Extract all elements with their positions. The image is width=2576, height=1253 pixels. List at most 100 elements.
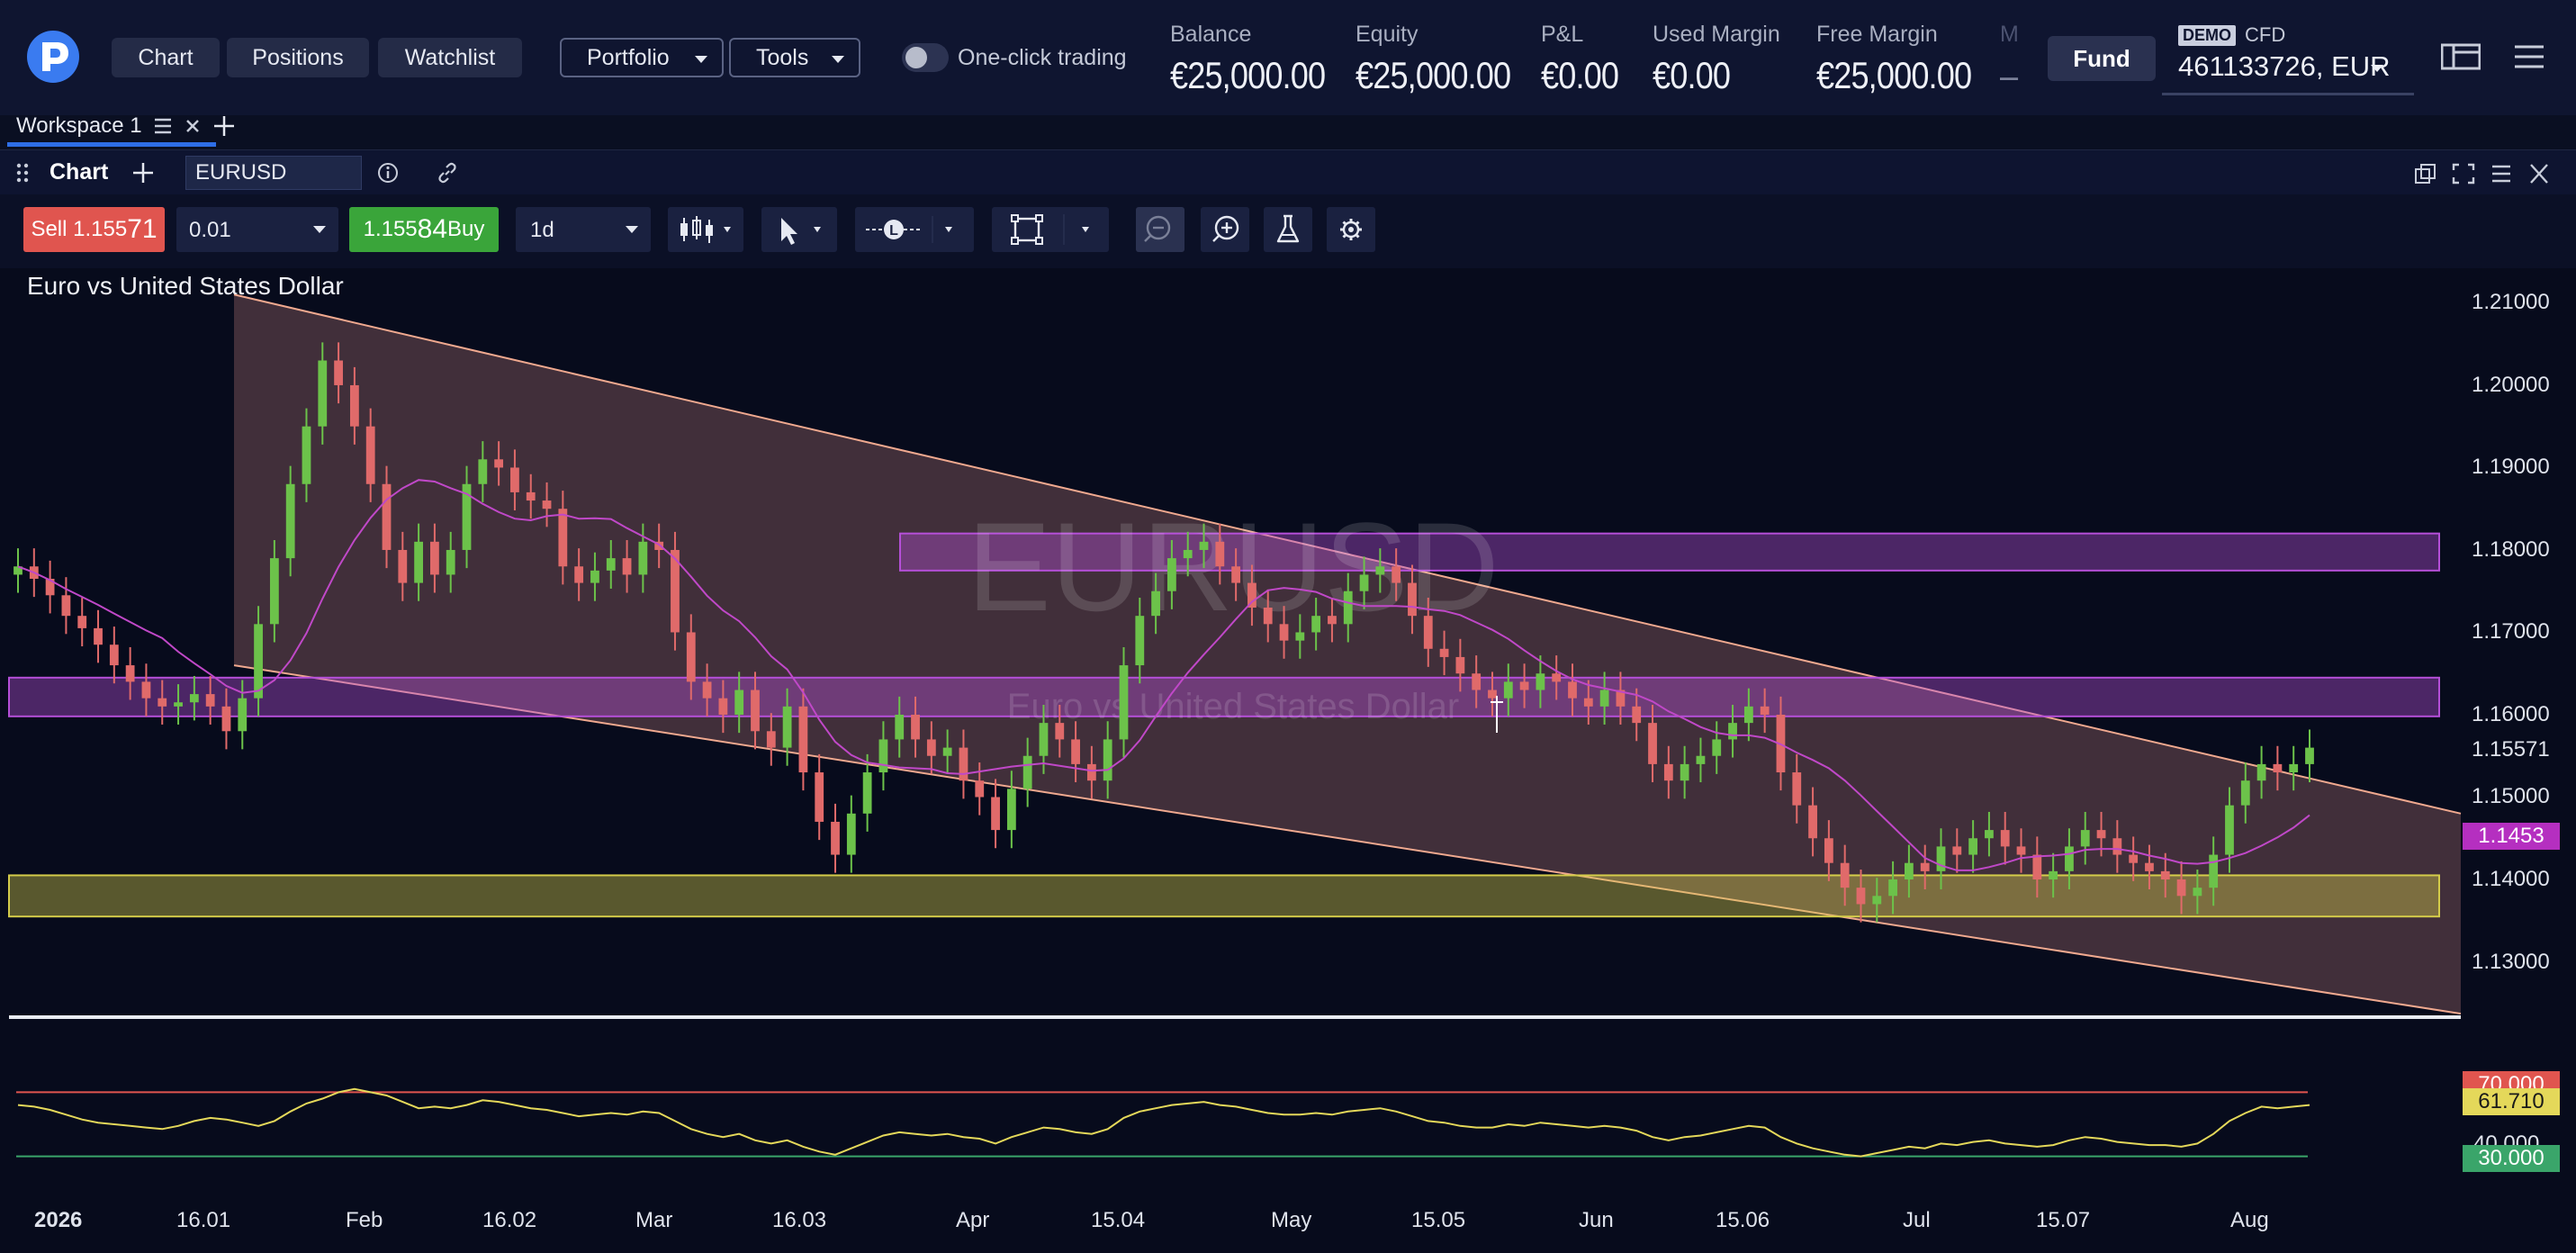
candle-body [349, 384, 359, 427]
candle-body [1648, 723, 1657, 764]
app-logo-icon[interactable] [25, 29, 81, 85]
nav-chart-button[interactable]: Chart [112, 38, 220, 77]
nav-watchlist-button[interactable]: Watchlist [378, 38, 522, 77]
candle-body [686, 632, 696, 682]
indicators-button[interactable] [1264, 207, 1312, 252]
shape-tool-button[interactable] [992, 207, 1109, 252]
pane-separator[interactable] [9, 1015, 2461, 1019]
workspace-tab[interactable]: Workspace 1 [16, 106, 236, 146]
zoom-in-button[interactable] [1201, 207, 1249, 252]
candle-body [1663, 763, 1673, 781]
balance-label: Balance [1170, 22, 1252, 47]
fund-button[interactable]: Fund [2048, 36, 2156, 81]
candle-body [141, 681, 151, 699]
sell-button[interactable]: Sell 1.155 71 [23, 207, 165, 252]
candle-body [1872, 896, 1882, 905]
add-chart-icon[interactable] [131, 161, 155, 185]
zoom-out-button[interactable] [1136, 207, 1184, 252]
add-workspace-icon[interactable] [212, 114, 236, 138]
candle-body [1167, 558, 1176, 591]
channel-fill[interactable] [234, 294, 2461, 1014]
candle-body [446, 549, 455, 575]
zone-support[interactable] [8, 874, 2440, 918]
zoom-out-icon [1144, 215, 1171, 242]
chevron-down-icon [2371, 65, 2383, 72]
nav-positions-button[interactable]: Positions [227, 38, 369, 77]
buy-button[interactable]: 1.155 84 Buy [349, 207, 499, 252]
watermark-name: Euro vs United States Dollar [1007, 687, 1459, 726]
horizontal-line-icon: L [866, 216, 952, 243]
candle-body [638, 541, 648, 575]
rsi-current-value-tag: 61.710 [2463, 1088, 2560, 1116]
chevron-down-icon [832, 56, 844, 63]
candle-body [1743, 706, 1753, 724]
fullscreen-icon[interactable] [2452, 163, 2475, 185]
chart-type-button[interactable] [668, 207, 743, 252]
candle-body [2160, 870, 2170, 880]
portfolio-menu[interactable]: Portfolio [560, 38, 724, 77]
sell-price-pips: 71 [127, 214, 158, 244]
one-click-trading-toggle[interactable] [902, 43, 949, 72]
chart-title: Euro vs United States Dollar [27, 272, 344, 300]
quantity-select[interactable]: 0.01 [176, 207, 338, 252]
info-icon[interactable] [376, 161, 400, 185]
date-tick-label: 15.07 [2036, 1208, 2091, 1232]
price-tick-label: 1.16000 [2472, 701, 2550, 726]
layout-icon[interactable] [2441, 41, 2481, 72]
price-tick-label: 1.15571 [2472, 737, 2550, 762]
candle-body [77, 616, 87, 628]
price-tick-label: 1.20000 [2472, 372, 2550, 397]
equity-label: Equity [1356, 22, 1419, 47]
zone-upper-resistance[interactable] [899, 532, 2440, 572]
candle-body [1231, 566, 1241, 583]
link-icon[interactable] [436, 161, 459, 185]
candle-body [2000, 830, 2010, 847]
price-chart[interactable]: EURUSD Euro vs United States Dollar [0, 268, 2576, 1253]
candle-body [1840, 862, 1850, 888]
symbol-search-input[interactable] [185, 156, 362, 190]
drag-handle-icon[interactable] [16, 163, 29, 183]
settings-button[interactable] [1327, 207, 1375, 252]
candle-body [1135, 616, 1145, 666]
date-tick-label: Feb [346, 1208, 383, 1232]
candle-body [2145, 862, 2154, 871]
tools-menu[interactable]: Tools [729, 38, 860, 77]
channel-lower-line[interactable] [233, 664, 2462, 1015]
moving-average-line [17, 479, 2310, 871]
timeframe-select[interactable]: 1d [516, 207, 651, 252]
account-selector[interactable]: DEMO CFD 461133726, EUR [2162, 20, 2414, 95]
price-tick-label: 1.15000 [2472, 784, 2550, 809]
candle-body [1824, 838, 1833, 863]
buy-price-prefix: 1.155 [363, 217, 418, 241]
list-icon[interactable] [153, 116, 173, 136]
candle-body [285, 483, 295, 559]
candle-body [1343, 590, 1353, 625]
rsi-oversold-tag: 30.000 [2463, 1144, 2560, 1172]
candle-body [1247, 582, 1256, 608]
candle-body [782, 706, 792, 748]
candlestick-icon [680, 216, 731, 243]
cursor-tool-button[interactable] [761, 207, 837, 252]
candle-body [174, 702, 183, 707]
candle-body [1215, 541, 1225, 567]
candle-body [1199, 541, 1209, 550]
zone-middle-resistance[interactable] [8, 676, 2440, 717]
chart-window-title: Chart [50, 159, 109, 185]
candle-body [1392, 566, 1401, 583]
channel-upper-line[interactable] [233, 293, 2462, 815]
hamburger-menu-icon[interactable] [2509, 41, 2549, 72]
window-menu-icon[interactable] [2490, 163, 2513, 185]
timeframe-value: 1d [530, 218, 554, 242]
pnl-label: P&L [1541, 22, 1584, 47]
buy-label: Buy [447, 217, 485, 241]
close-icon[interactable] [184, 117, 202, 135]
candle-body [991, 797, 1000, 831]
popout-icon[interactable] [2414, 163, 2437, 185]
chart-area[interactable]: EURUSD Euro vs United States Dollar Euro… [0, 268, 2576, 1253]
line-tool-button[interactable]: L [855, 207, 974, 252]
gear-icon [1340, 219, 1362, 240]
candle-body [1583, 698, 1593, 707]
candle-body [1985, 830, 1994, 839]
close-icon[interactable] [2527, 163, 2551, 185]
zoom-in-icon [1212, 215, 1239, 242]
